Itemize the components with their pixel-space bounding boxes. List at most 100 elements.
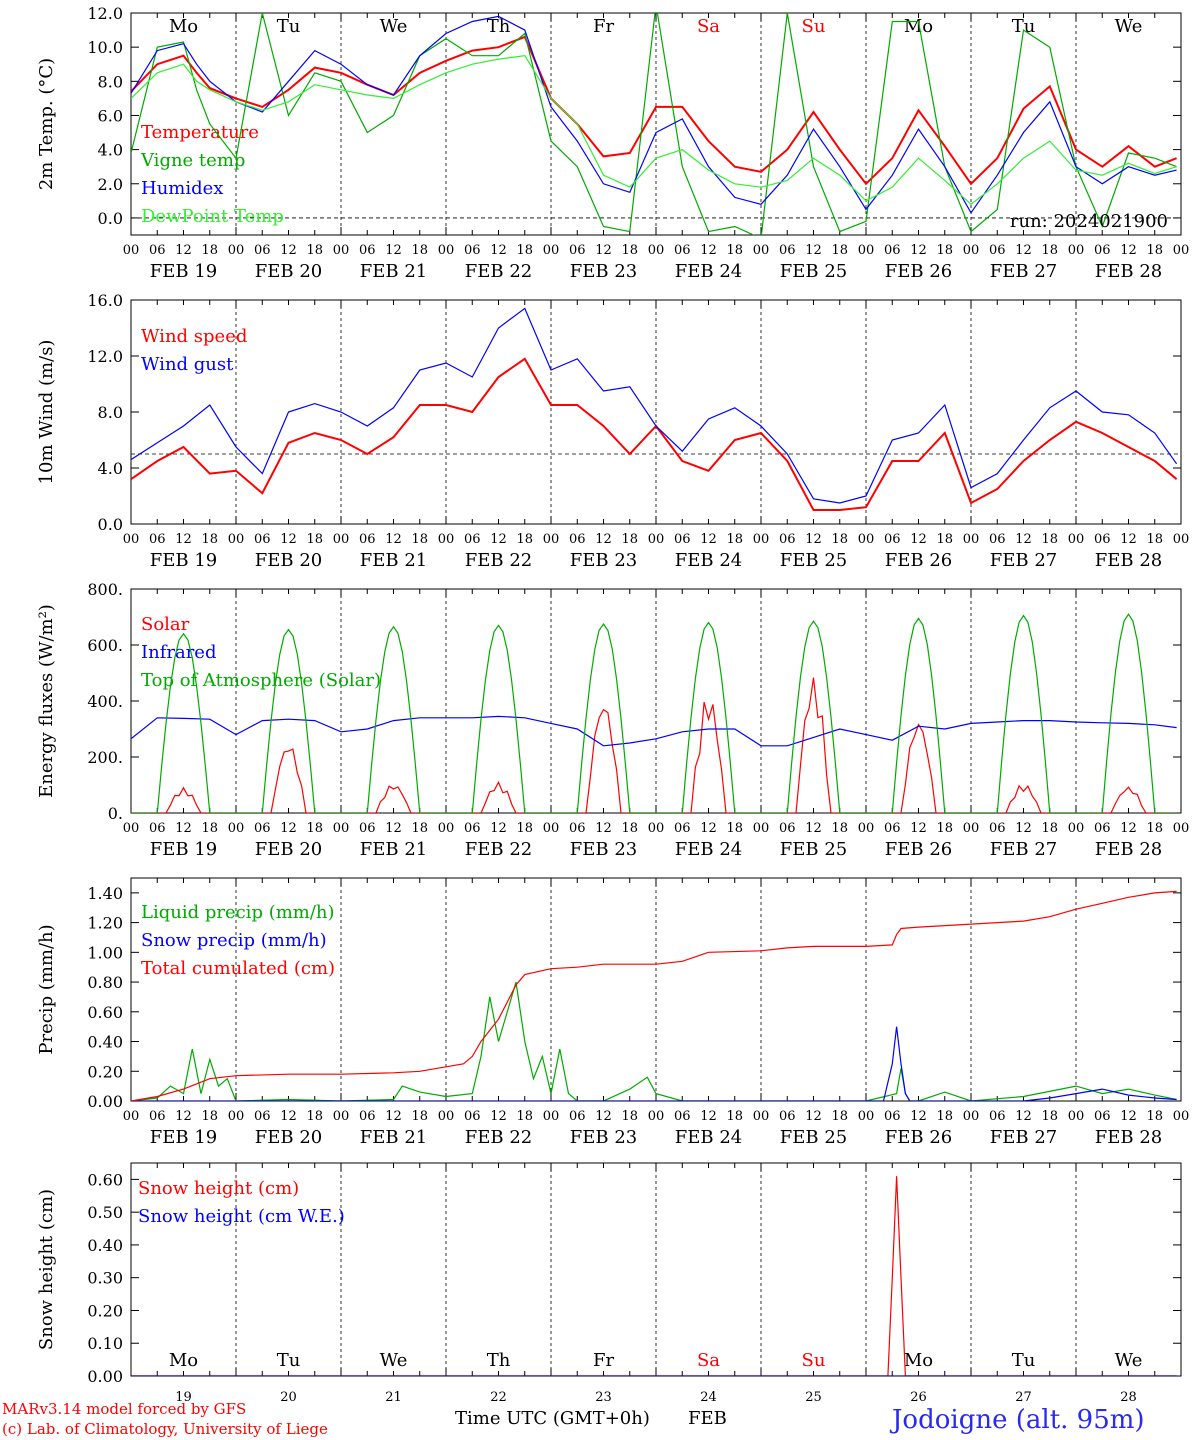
hour-tick-label: 06 [1094,821,1111,836]
hour-tick-label: 12 [490,821,507,836]
series-line [131,357,1178,511]
day-number: 28 [1120,1390,1137,1405]
panel-1: 00 06 12 18 00 06 12 18 00 06 12 18 00 06 12 18 00 06 12 18… [36,4,1189,282]
weekday-label: Tu [277,16,301,37]
weekday-label: Th [487,16,511,37]
hour-tick-label: 12 [1015,532,1032,547]
date-label: FEB 25 [780,261,847,282]
hour-tick-label: 00 [858,243,875,258]
hour-tick-label: 00 [1068,1109,1085,1124]
panel-4: 00 06 12 18 00 06 12 18 00 06 12 18 00 06 12 18 00 06 12 18… [36,877,1190,1148]
hour-tick-label: 12 [385,532,402,547]
series-line [131,677,1177,813]
hour-tick-label: 06 [254,532,271,547]
y-axis-label: Energy fluxes (W/m²) [36,604,57,798]
hour-tick-label: 06 [149,243,166,258]
hour-tick-label: 00 [648,243,665,258]
hour-tick-label: 18 [1041,532,1058,547]
hour-tick-label: 00 [858,532,875,547]
y-axis-label: 2m Temp. (°C) [36,58,57,190]
hour-tick-label: 18 [936,821,953,836]
day-number: 22 [490,1390,507,1405]
panel-3: 00 06 12 18 00 06 12 18 00 06 12 18 00 06 12 18 00 06 12 18… [36,580,1189,860]
panel-5: 19 20 21 22 23 24 25 26 27 28 Mo Tu We Th Fr Sa Su Mo Tu We… [36,1162,1182,1405]
hour-tick-label: 00 [333,821,350,836]
day-number: 23 [595,1390,612,1405]
hour-tick-label: 12 [175,1109,192,1124]
date-label: FEB 27 [990,550,1057,571]
date-label: FEB 19 [150,1127,217,1148]
hour-tick-label: 00 [1173,821,1190,836]
date-label: FEB 27 [990,839,1057,860]
y-tick-label: 0.0 [98,209,123,228]
hour-tick-label: 00 [438,1109,455,1124]
hour-tick-label: 18 [726,821,743,836]
date-label: FEB 19 [150,839,217,860]
legend-label: Snow height (cm) [138,1178,299,1199]
hour-tick-label: 06 [359,821,376,836]
hour-tick-label: 06 [1094,1109,1111,1124]
hour-tick-label: 06 [674,532,691,547]
hour-tick-label: 06 [254,243,271,258]
hour-tick-label: 12 [490,532,507,547]
hour-tick-label: 00 [123,1109,140,1124]
date-label: FEB 27 [990,1127,1057,1148]
hour-tick-label: 18 [516,243,533,258]
hour-tick-label: 18 [1146,821,1163,836]
date-label: FEB 22 [465,1127,532,1148]
date-label: FEB 19 [150,261,217,282]
hour-tick-label: 00 [543,243,560,258]
hour-tick-label: 18 [516,821,533,836]
hour-tick-label: 18 [306,532,323,547]
hour-tick-label: 00 [1173,532,1190,547]
y-tick-label: 0. [108,804,123,823]
date-label: FEB 28 [1095,1127,1162,1148]
hour-tick-label: 18 [201,821,218,836]
y-tick-label: 8.0 [98,72,123,91]
y-tick-label: 800. [87,580,123,599]
hour-tick-label: 18 [726,243,743,258]
hour-tick-label: 12 [805,243,822,258]
legend-label: Infrared [141,642,216,663]
hour-tick-label: 18 [201,243,218,258]
hour-tick-label: 12 [490,1109,507,1124]
hour-tick-label: 00 [438,243,455,258]
date-label: FEB 19 [150,550,217,571]
hour-tick-label: 12 [805,821,822,836]
hour-tick-label: 18 [516,532,533,547]
y-tick-label: 2.0 [98,175,123,194]
day-number: 21 [385,1390,402,1405]
weekday-label: Mo [904,16,933,37]
y-tick-label: 0.80 [87,973,123,992]
y-tick-label: 0.0 [98,515,123,534]
hour-tick-label: 06 [884,532,901,547]
date-label: FEB 22 [465,839,532,860]
hour-tick-label: 00 [858,1109,875,1124]
date-label: FEB 24 [675,1127,742,1148]
y-tick-label: 12.0 [87,4,123,23]
time-axis-label: Time UTC (GMT+0h) [455,1408,650,1429]
y-tick-label: 0.50 [87,1203,123,1222]
lab-credit: (c) Lab. of Climatology, University of L… [2,1420,328,1438]
y-tick-label: 400. [87,692,123,711]
hour-tick-label: 06 [989,532,1006,547]
hour-tick-label: 18 [201,532,218,547]
hour-tick-label: 06 [254,821,271,836]
y-tick-label: 0.40 [87,1033,123,1052]
hour-tick-label: 00 [1173,1109,1190,1124]
hour-tick-label: 18 [1146,1109,1163,1124]
weekday-label: Th [487,1350,511,1371]
hour-tick-label: 00 [543,1109,560,1124]
date-label: FEB 24 [675,550,742,571]
hour-tick-label: 18 [831,243,848,258]
hour-tick-label: 00 [333,532,350,547]
weekday-label: We [1115,16,1143,37]
hour-tick-label: 00 [228,532,245,547]
hour-tick-label: 06 [569,243,586,258]
date-label: FEB 23 [570,1127,637,1148]
legend-label: Wind gust [141,354,234,375]
y-tick-label: 10.0 [87,38,123,57]
hour-tick-label: 12 [1015,1109,1032,1124]
weekday-label: We [380,1350,408,1371]
hour-tick-label: 00 [1173,243,1190,258]
